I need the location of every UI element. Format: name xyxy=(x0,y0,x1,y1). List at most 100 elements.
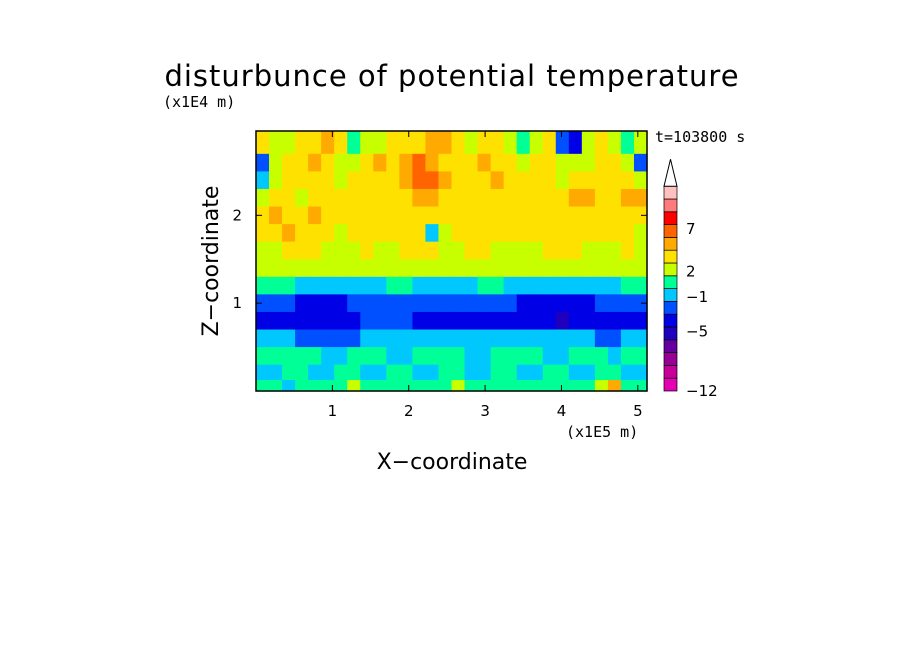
x-tick-label: 5 xyxy=(633,402,643,420)
field-cell xyxy=(581,364,596,381)
field-cell xyxy=(347,347,361,366)
field-cell xyxy=(412,294,427,313)
field-cell xyxy=(529,311,544,331)
field-cell xyxy=(399,171,413,190)
colorbar-swatch xyxy=(663,313,678,328)
field-cell xyxy=(568,259,583,278)
plot-frame xyxy=(255,130,648,392)
field-cell xyxy=(399,188,413,208)
field-cell xyxy=(412,131,427,155)
field-cell xyxy=(412,224,427,243)
field-cell xyxy=(282,347,296,366)
field-cell xyxy=(529,131,544,155)
field-cell xyxy=(334,131,348,155)
field-cell xyxy=(490,171,505,190)
field-cell xyxy=(503,153,518,173)
field-cell xyxy=(542,259,557,278)
field-cell xyxy=(555,347,570,366)
field-cell xyxy=(438,276,453,295)
field-cell xyxy=(594,188,609,208)
field-cell xyxy=(477,329,492,348)
field-cell xyxy=(516,153,531,173)
field-cell xyxy=(334,171,348,190)
field-cell xyxy=(360,241,374,260)
field-cell xyxy=(529,347,544,366)
field-cell xyxy=(373,241,387,260)
field-cell xyxy=(516,131,531,155)
field-cell xyxy=(607,329,622,348)
field-cell xyxy=(360,364,374,381)
field-cell xyxy=(568,329,583,348)
field-cell xyxy=(347,364,361,381)
field-cell xyxy=(451,224,466,243)
field-cell xyxy=(308,329,322,348)
field-cell xyxy=(438,153,453,173)
field-cell xyxy=(360,380,374,392)
field-cell xyxy=(295,311,309,331)
field-cell xyxy=(321,259,335,278)
field-cell xyxy=(490,347,505,366)
field-cell xyxy=(308,259,322,278)
field-cell xyxy=(321,241,335,260)
field-cell xyxy=(581,206,596,225)
field-cell xyxy=(542,153,557,173)
field-cell xyxy=(282,206,296,225)
field-cell xyxy=(425,364,440,381)
field-cell xyxy=(334,153,348,173)
field-cell xyxy=(464,364,479,381)
field-cell xyxy=(529,276,544,295)
field-cell xyxy=(308,131,322,155)
field-cell xyxy=(581,259,596,278)
field-cell xyxy=(334,347,348,366)
field-cell xyxy=(269,206,283,225)
field-cell xyxy=(308,380,322,392)
field-cell xyxy=(503,131,518,155)
field-cell xyxy=(555,380,570,392)
field-cell xyxy=(399,131,413,155)
field-cell xyxy=(529,364,544,381)
field-cell xyxy=(464,224,479,243)
field-cell xyxy=(282,131,296,155)
field-cell xyxy=(256,364,270,381)
field-cell xyxy=(607,241,622,260)
field-cell xyxy=(256,131,270,155)
y-axis-label: Z−coordinate xyxy=(199,186,224,337)
field-cell xyxy=(607,380,622,392)
field-cell xyxy=(269,380,283,392)
field-cell xyxy=(464,188,479,208)
field-cell xyxy=(581,224,596,243)
field-cell xyxy=(295,206,309,225)
field-cell xyxy=(438,224,453,243)
field-cell xyxy=(347,206,361,225)
field-cell xyxy=(308,188,322,208)
field-cell xyxy=(373,311,387,331)
field-cell xyxy=(321,294,335,313)
field-cell xyxy=(633,171,648,190)
field-cell xyxy=(386,131,400,155)
field-cell xyxy=(295,241,309,260)
field-cell xyxy=(529,224,544,243)
field-cell xyxy=(633,241,648,260)
field-cell xyxy=(620,380,635,392)
field-cell xyxy=(555,329,570,348)
field-cell xyxy=(256,311,270,331)
field-cell xyxy=(568,241,583,260)
field-cell xyxy=(542,171,557,190)
field-cell xyxy=(373,276,387,295)
field-cell xyxy=(620,259,635,278)
field-cell xyxy=(529,241,544,260)
colorbar-label: −5 xyxy=(686,322,708,340)
field-cell xyxy=(529,329,544,348)
field-cell xyxy=(256,171,270,190)
field-cell xyxy=(555,224,570,243)
field-cell xyxy=(347,329,361,348)
field-cell xyxy=(386,329,400,348)
field-cell xyxy=(607,311,622,331)
y-axis-ticks: 12 xyxy=(232,206,647,312)
field-cell xyxy=(425,241,440,260)
colorbar-extend-arrow xyxy=(663,159,678,187)
field-cell xyxy=(568,347,583,366)
field-cell xyxy=(620,171,635,190)
field-cell xyxy=(308,171,322,190)
field-cell xyxy=(542,206,557,225)
